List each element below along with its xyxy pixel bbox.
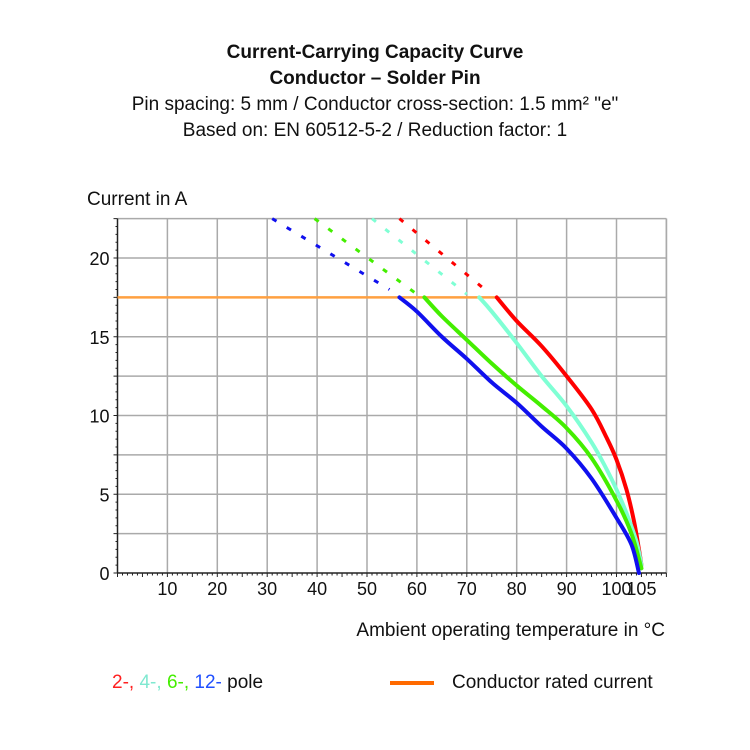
x-tick-label: 50 [357, 579, 377, 599]
x-tick-label: 20 [207, 579, 227, 599]
x-tick-label: 105 [626, 579, 656, 599]
chart-subtitle-1: Conductor – Solder Pin [269, 68, 481, 89]
legend-series-2: 6-, [166, 672, 195, 693]
y-tick-label: 5 [99, 485, 109, 505]
series-12-pole-curve [397, 295, 641, 575]
legend-series-1: 4-, [139, 672, 167, 693]
y-tick-label: 10 [89, 407, 109, 427]
x-tick-label: 10 [157, 579, 177, 599]
chart-subtitle-3: Based on: EN 60512-5-2 / Reduction facto… [182, 120, 568, 141]
chart-title: Current-Carrying Capacity Curve [226, 42, 524, 63]
legend-suffix: pole [227, 672, 264, 693]
x-tick-label: 100 [601, 579, 631, 599]
series-12-pole-extension [271, 217, 391, 291]
y-tick-label: 20 [89, 249, 109, 269]
x-tick-label: 40 [307, 579, 327, 599]
series-6-pole-curve [422, 295, 644, 571]
series-2-pole-curve [494, 295, 644, 568]
y-tick-label: 0 [99, 564, 109, 584]
x-axis-label: Ambient operating temperature in °C [356, 620, 665, 641]
y-tick-label: 15 [89, 328, 109, 348]
rated-legend-swatch [390, 681, 434, 685]
y-axis-label: Current in A [87, 189, 188, 210]
rated-legend: Conductor rated current [390, 672, 653, 694]
x-tick-label: 60 [407, 579, 427, 599]
series-4-pole-curve [477, 295, 644, 568]
legend-series-0: 2-, [112, 672, 140, 693]
legend-series-3: 12- [194, 672, 222, 693]
series-2-pole-extension [398, 217, 488, 293]
x-tick-label: 80 [507, 579, 527, 599]
x-tick-label: 30 [257, 579, 277, 599]
rated-legend-label: Conductor rated current [452, 672, 653, 693]
chart-subtitle-2: Pin spacing: 5 mm / Conductor cross-sect… [131, 94, 619, 115]
series-6-pole-extension [313, 217, 418, 296]
x-tick-label: 90 [557, 579, 577, 599]
x-tick-label: 70 [457, 579, 477, 599]
series-4-pole-extension [371, 217, 468, 296]
series-legend: 2-, 4-, 6-, 12- pole [112, 672, 263, 694]
